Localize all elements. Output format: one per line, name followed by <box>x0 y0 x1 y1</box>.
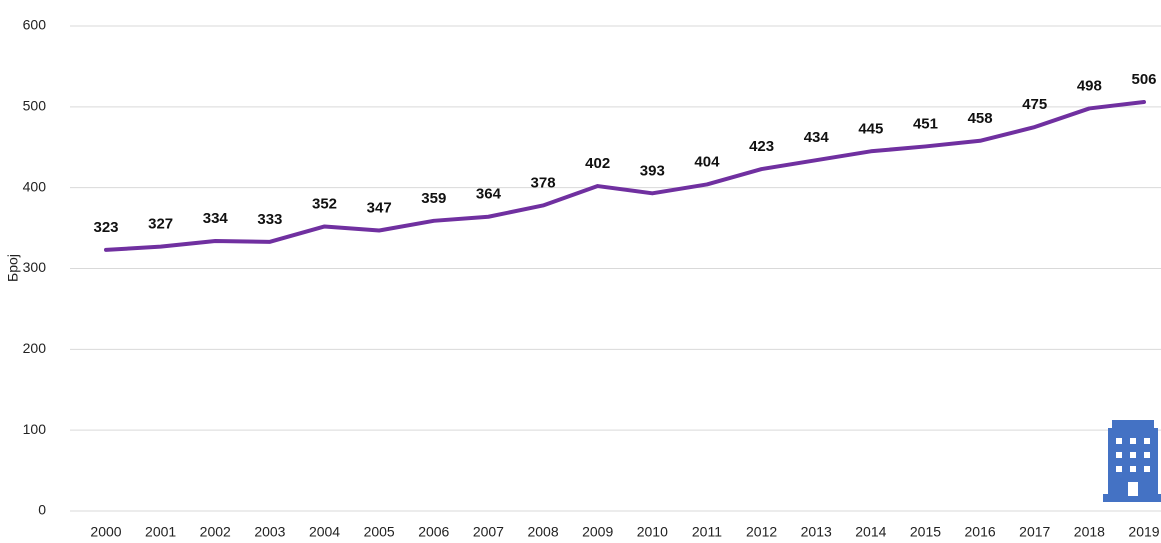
y-tick-label: 300 <box>23 259 47 275</box>
y-tick-label: 500 <box>23 98 47 114</box>
data-label: 458 <box>968 110 993 127</box>
data-label: 333 <box>257 211 282 228</box>
x-tick-label: 2009 <box>582 524 613 540</box>
x-tick-label: 2000 <box>90 524 121 540</box>
x-tick-label: 2003 <box>254 524 285 540</box>
x-tick-label: 2004 <box>309 524 340 540</box>
x-tick-label: 2010 <box>637 524 668 540</box>
data-label: 434 <box>804 129 830 146</box>
x-tick-label: 2017 <box>1019 524 1050 540</box>
y-axis-label: Број <box>5 254 21 282</box>
data-label: 334 <box>203 210 229 227</box>
data-label: 451 <box>913 115 938 132</box>
data-label: 364 <box>476 186 502 203</box>
data-label: 327 <box>148 216 173 233</box>
x-tick-label: 2018 <box>1074 524 1105 540</box>
data-label: 347 <box>367 199 392 216</box>
x-tick-label: 2006 <box>418 524 449 540</box>
data-label: 506 <box>1131 71 1156 88</box>
data-label: 475 <box>1022 96 1047 113</box>
data-label: 423 <box>749 138 774 155</box>
y-tick-label: 200 <box>23 340 47 356</box>
x-tick-label: 2015 <box>910 524 941 540</box>
y-tick-label: 400 <box>23 178 47 194</box>
building-icon <box>1103 420 1161 502</box>
data-label: 378 <box>531 174 556 191</box>
x-tick-label: 2012 <box>746 524 777 540</box>
x-tick-label: 2007 <box>473 524 504 540</box>
x-tick-label: 2008 <box>527 524 558 540</box>
line <box>104 99 1146 252</box>
data-label: 445 <box>858 120 883 137</box>
y-tick-label: 0 <box>38 502 46 518</box>
data-label: 359 <box>421 190 446 207</box>
x-tick-label: 2002 <box>200 524 231 540</box>
data-label: 352 <box>312 195 337 212</box>
x-tick-label: 2016 <box>965 524 996 540</box>
x-tick-label: 2005 <box>364 524 395 540</box>
y-tick-label: 100 <box>23 421 47 437</box>
x-tick-label: 2001 <box>145 524 176 540</box>
data-label: 498 <box>1077 77 1102 94</box>
data-label: 402 <box>585 155 610 172</box>
x-tick-label: 2011 <box>692 524 722 540</box>
data-label: 393 <box>640 162 665 179</box>
data-label: 323 <box>93 219 118 236</box>
y-tick-label: 600 <box>23 17 47 33</box>
x-tick-label: 2014 <box>855 524 886 540</box>
x-tick-label: 2013 <box>801 524 832 540</box>
x-tick-label: 2019 <box>1128 524 1159 540</box>
data-label: 404 <box>694 153 720 170</box>
